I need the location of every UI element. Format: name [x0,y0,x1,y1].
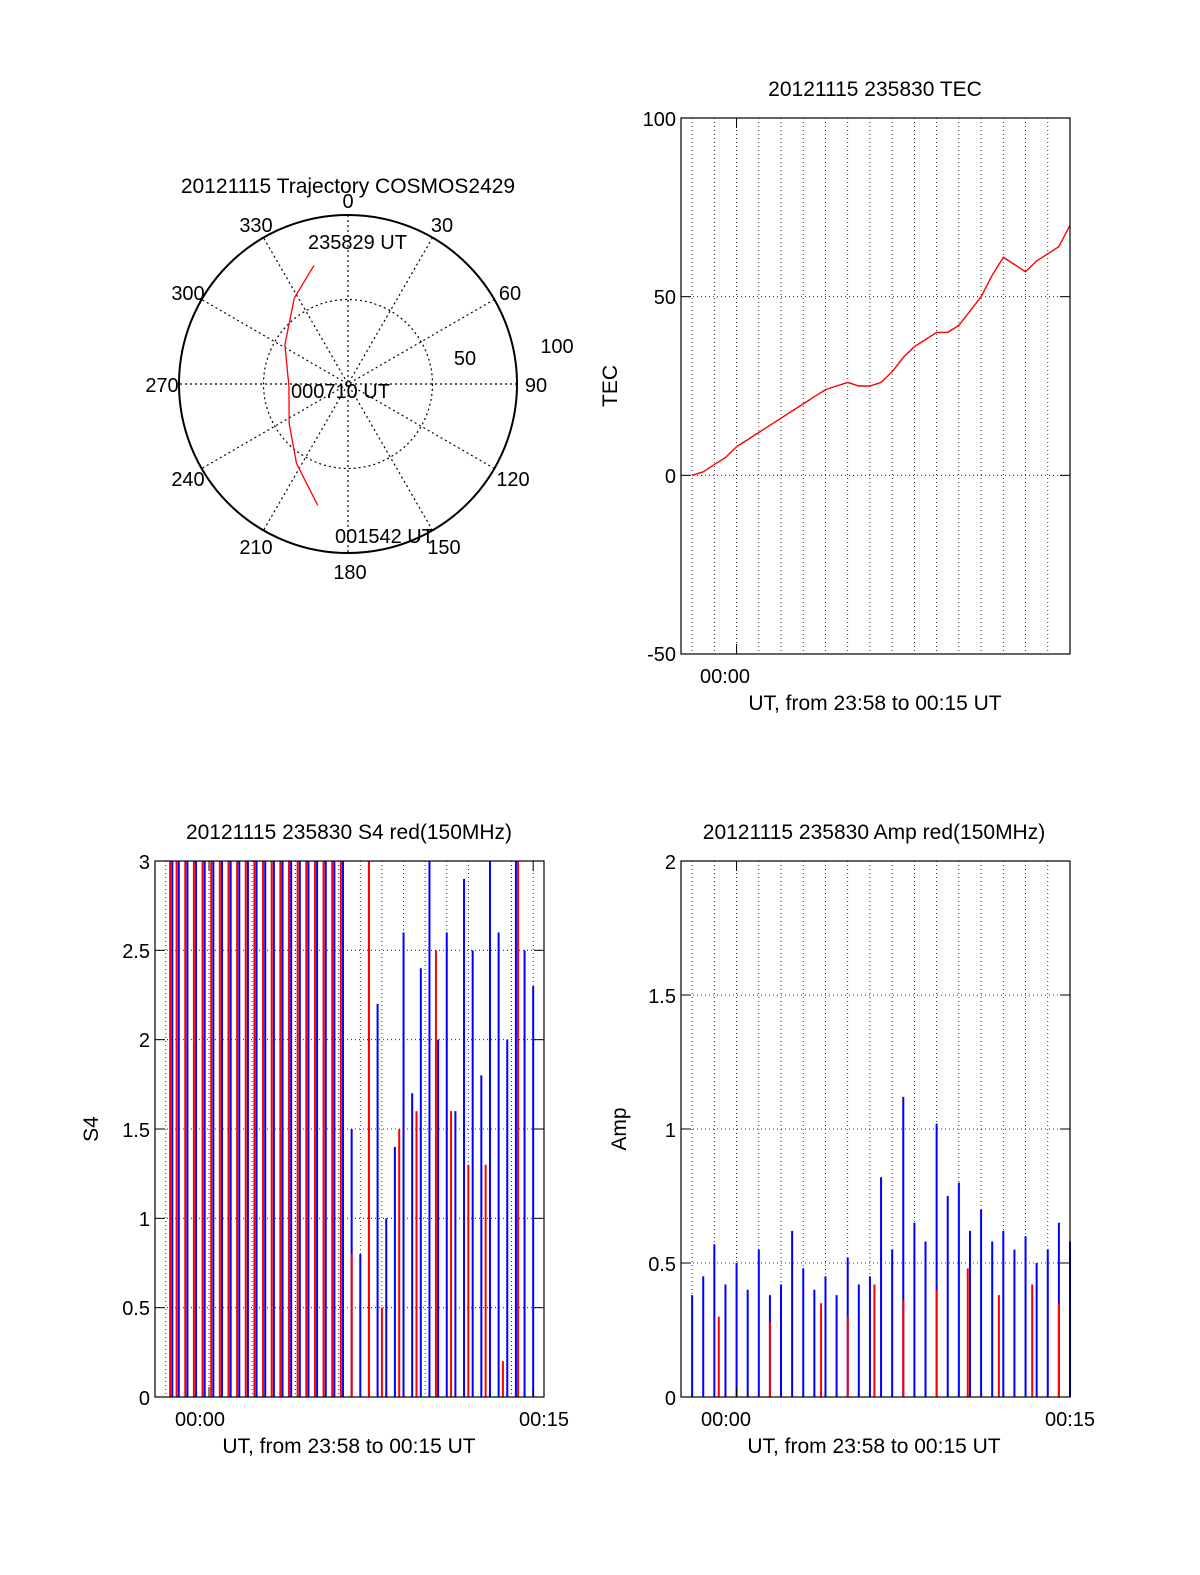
amp-ytick-2: 2 [665,852,676,874]
s4-title: 20121115 235830 S4 red(150MHz) [186,821,512,844]
tec-plot-frame [680,117,1071,655]
s4-tick-marks [155,860,544,1398]
polar-az-60: 60 [499,283,521,305]
s4-xtick-0015: 00:15 [519,1409,569,1431]
s4-ytick-1: 1 [139,1209,150,1231]
polar-spoke-150 [262,237,434,531]
polar-title: 20121115 Trajectory COSMOS2429 [181,175,515,198]
amp-ytick-1: 1 [665,1120,676,1142]
amp-tick-marks [681,860,1071,1398]
polar-az-180: 180 [333,562,366,584]
amp-xtick-0015: 00:15 [1045,1409,1095,1431]
tec-tick-marks [681,117,1070,655]
s4-ytick-1-5: 1.5 [122,1120,150,1142]
polar-radial-label-50: 50 [454,348,476,370]
tec-series [691,224,1071,476]
tec-series-line-0 [691,224,1071,476]
polar-az-0: 0 [342,191,353,213]
tec-xlabel: UT, from 23:58 to 00:15 UT [748,692,1001,715]
s4-ytick-2: 2 [139,1030,150,1052]
s4-series [169,861,535,1397]
polar-az-240: 240 [171,469,204,491]
polar-az-300: 300 [171,283,204,305]
amp-xlabel: UT, from 23:58 to 00:15 UT [747,1435,1000,1458]
tec-ytick-minus50: -50 [647,644,676,666]
polar-spoke-60 [201,298,495,470]
s4-xtick-0000: 00:00 [175,1409,225,1431]
polar-spoke-30 [262,237,434,531]
tec-ytick-50: 50 [654,287,676,309]
polar-azimuth-labels: 0 30 60 90 120 150 180 210 240 270 300 3… [145,191,547,584]
s4-ytick-2-5: 2.5 [122,941,150,963]
polar-end-label: 001542 UT [335,526,434,548]
s4-ytick-3: 3 [139,852,150,874]
amp-title: 20121115 235830 Amp red(150MHz) [703,821,1045,844]
polar-spoke-120 [201,298,495,470]
s4-panel: 20121115 235830 S4 red(150MHz) 3 2.5 2 1… [80,821,569,1458]
amp-ytick-0-5: 0.5 [648,1254,676,1276]
polar-az-30: 30 [431,215,453,237]
tec-ylabel: TEC [599,365,622,407]
polar-az-120: 120 [496,469,529,491]
amp-ytick-0: 0 [665,1388,676,1410]
s4-ytick-0-5: 0.5 [122,1298,150,1320]
polar-az-90: 90 [525,375,547,397]
s4-xlabel: UT, from 23:58 to 00:15 UT [222,1435,475,1458]
polar-track-line-0 [284,265,319,506]
amp-ylabel: Amp [608,1107,631,1150]
amp-panel: 20121115 235830 Amp red(150MHz) 2 1.5 1 … [608,821,1095,1458]
tec-title: 20121115 235830 TEC [768,78,982,101]
amp-ytick-1-5: 1.5 [648,986,676,1008]
polar-start-label: 235829 UT [308,232,407,254]
polar-az-210: 210 [239,537,272,559]
amp-xtick-0000: 00:00 [701,1409,751,1431]
polar-az-270: 270 [145,375,178,397]
polar-trajectory-panel: 20121115 Trajectory COSMOS2429 0 30 60 9… [145,175,573,584]
tec-panel: 20121115 235830 TEC 100 50 0 -50 00:00 U… [599,78,1071,715]
polar-mid-label: 000710 UT [291,381,390,403]
polar-az-330: 330 [239,215,272,237]
tec-ytick-0: 0 [665,466,676,488]
s4-ytick-0: 0 [139,1388,150,1410]
tec-xtick-0000: 00:00 [700,666,750,688]
polar-spokes [179,215,517,553]
amp-grid [681,861,1071,1397]
polar-inner-ring [262,298,434,470]
amp-series [691,1096,1071,1397]
s4-ylabel: S4 [80,1116,103,1142]
tec-ytick-100: 100 [643,109,676,131]
polar-radial-label-100: 100 [540,336,573,358]
polar-az-150: 150 [427,537,460,559]
polar-track [284,265,319,506]
